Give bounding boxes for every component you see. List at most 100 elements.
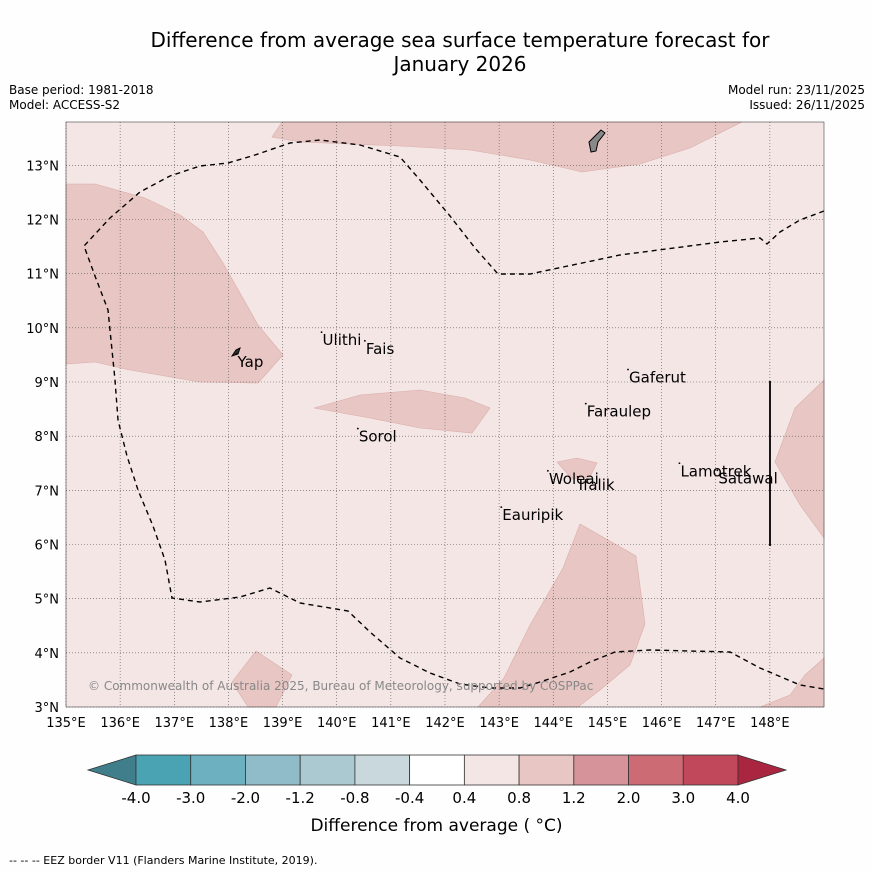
place-dot — [678, 462, 681, 465]
colorbar-segment — [135, 754, 192, 786]
colorbar-tick-label: 1.2 — [562, 789, 586, 807]
place-dot — [584, 402, 587, 405]
colorbar-extend-high — [737, 754, 788, 786]
longitude-label: 148°E — [750, 716, 790, 731]
base-period: Base period: 1981-2018 — [9, 83, 154, 97]
copyright-text: © Commonwealth of Australia 2025, Bureau… — [88, 679, 593, 693]
colorbar-tick-label: 0.8 — [507, 789, 531, 807]
place-dot — [716, 469, 719, 472]
colorbar-label: Difference from average ( °C) — [310, 816, 563, 836]
meta-right: Model run: 23/11/2025 Issued: 26/11/2025 — [728, 83, 865, 113]
chart-title: Difference from average sea surface temp… — [40, 28, 873, 76]
longitude-labels: 135°E 136°E 137°E 138°E 139°E 140°E 141°E 142°E… — [46, 716, 789, 731]
colorbar-tick-label: 3.0 — [671, 789, 695, 807]
latitude-label: 7°N — [35, 484, 60, 499]
place-dot — [235, 352, 238, 355]
colorbar-ticks: -4.0 -3.0 -2.0 -1.2 -0.8 -0.4 0.4 0.8 1.2 2.0 3.0 4… — [121, 789, 750, 807]
colorbar-segment — [190, 754, 246, 786]
colorbar-segment — [463, 754, 520, 786]
colorbar-tick-label: -0.4 — [395, 789, 424, 807]
colorbar-segment — [573, 754, 629, 786]
colorbar-tick-label: -1.2 — [286, 789, 315, 807]
latitude-label: 3°N — [35, 701, 60, 716]
issued-date: Issued: 26/11/2025 — [749, 98, 865, 112]
longitude-label: 136°E — [100, 716, 140, 731]
anomaly-regions — [65, 121, 825, 708]
meta-left: Base period: 1981-2018 Model: ACCESS-S2 — [9, 83, 154, 113]
longitude-label: 138°E — [209, 716, 249, 731]
latitude-label: 4°N — [35, 647, 60, 662]
longitude-label: 144°E — [534, 716, 574, 731]
latitude-labels: 3°N 4°N 5°N 6°N 7°N 8°N 9°N 10°N 11°N 12°N 13°N — [26, 159, 59, 716]
colorbar-segment — [299, 754, 356, 786]
longitude-label: 135°E — [46, 716, 86, 731]
longitude-label: 142°E — [425, 716, 465, 731]
yap-island — [230, 347, 241, 357]
title-line-2: January 2026 — [393, 52, 527, 76]
colorbar-segment — [682, 754, 739, 786]
place-dot — [363, 339, 366, 342]
latitude-label: 13°N — [26, 159, 59, 174]
latitude-label: 12°N — [26, 214, 59, 229]
colorbar-segment — [245, 754, 301, 786]
place-dot — [320, 331, 323, 334]
title-line-1: Difference from average sea surface temp… — [150, 28, 770, 52]
footnote: -- -- -- EEZ border V11 (Flanders Marine… — [9, 854, 318, 867]
place-label: Lamotrek — [680, 462, 751, 480]
latitude-label: 9°N — [35, 376, 60, 391]
colorbar-segment — [409, 754, 465, 786]
colorbar-tick-label: 4.0 — [726, 789, 750, 807]
longitude-label: 146°E — [642, 716, 682, 731]
place-dot — [500, 506, 503, 509]
longitude-label: 147°E — [696, 716, 736, 731]
map-frame — [65, 121, 825, 708]
model-name: Model: ACCESS-S2 — [9, 98, 121, 112]
place-marks — [235, 331, 719, 509]
colorbar-extend-low — [86, 754, 137, 786]
latitude-label: 5°N — [35, 593, 60, 608]
anomaly-region-north — [271, 121, 743, 173]
longitude-label: 140°E — [317, 716, 357, 731]
colorbar-segment — [518, 754, 575, 786]
latitude-label: 6°N — [35, 539, 60, 554]
place-label: Faraulep — [587, 403, 651, 421]
guam-island — [588, 129, 606, 153]
longitude-label: 137°E — [155, 716, 195, 731]
colorbar-tick-label: 0.4 — [452, 789, 476, 807]
place-label: Sorol — [359, 428, 397, 446]
latitude-label: 11°N — [26, 268, 59, 283]
longitude-label: 143°E — [479, 716, 519, 731]
place-label: Ulithi — [323, 331, 362, 349]
place-label: Woleai — [549, 470, 599, 488]
place-label: Fais — [366, 340, 395, 358]
colorbar-tick-label: -0.8 — [340, 789, 369, 807]
anomaly-region-small — [556, 457, 598, 480]
colorbar-segment — [354, 754, 411, 786]
place-dot — [356, 427, 359, 430]
colorbar-tick-label: -4.0 — [121, 789, 150, 807]
model-run: Model run: 23/11/2025 — [727, 83, 865, 97]
colorbar-segment — [628, 754, 684, 786]
colorbar-tick-label: 2.0 — [617, 789, 641, 807]
place-dot — [546, 469, 549, 472]
longitude-label: 141°E — [371, 716, 411, 731]
place-label: Eauripik — [502, 506, 563, 524]
place-label: Gaferut — [629, 369, 686, 387]
longitude-label: 139°E — [263, 716, 303, 731]
colorbar-tick-label: -2.0 — [231, 789, 260, 807]
place-labels: Ulithi Fais Yap Gaferut Faraulep Sorol Lamotre… — [237, 331, 778, 524]
place-label: Yap — [237, 353, 264, 371]
latitude-label: 8°N — [35, 430, 60, 445]
place-label: Ifalik — [579, 476, 615, 494]
anomaly-region-central — [313, 389, 491, 434]
longitude-label: 145°E — [588, 716, 628, 731]
place-label: Satawal — [718, 469, 777, 487]
eez-border — [83, 139, 825, 690]
latitude-label: 10°N — [26, 322, 59, 337]
place-dot — [576, 475, 579, 478]
colorbar-tick-label: -3.0 — [176, 789, 205, 807]
place-dot — [627, 368, 629, 371]
anomaly-region-southwest — [231, 650, 293, 708]
colorbar — [86, 754, 788, 786]
